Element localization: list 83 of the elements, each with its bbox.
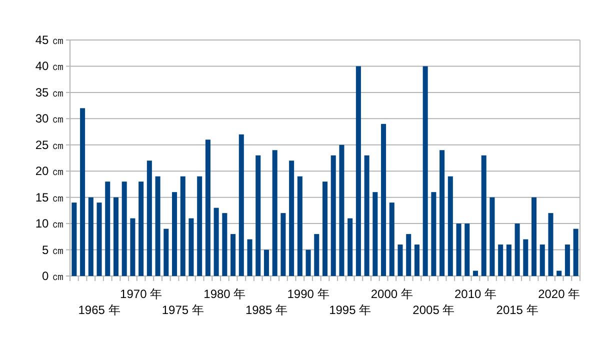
bar: [122, 182, 127, 276]
bar: [464, 224, 470, 276]
bar: [372, 192, 378, 276]
bar: [105, 182, 110, 276]
bar: [440, 150, 445, 276]
bar: [113, 197, 118, 276]
x-tick-label: 1965 年: [78, 303, 120, 317]
bar: [398, 244, 403, 276]
bar: [364, 155, 370, 276]
bar: [172, 192, 178, 276]
bar: [532, 197, 537, 276]
x-tick-label: 2020 年: [538, 287, 580, 301]
bar: [72, 202, 77, 276]
x-tick-label: 1980 年: [204, 287, 246, 301]
bar: [230, 234, 236, 276]
y-tick-label: 25 ㎝: [35, 138, 64, 152]
bar: [138, 182, 144, 276]
bar: [481, 155, 486, 276]
y-tick-label: 15 ㎝: [35, 190, 64, 204]
x-tick-label: 1975 年: [162, 303, 204, 317]
bar: [406, 234, 412, 276]
bar: [180, 176, 186, 276]
bar: [272, 150, 278, 276]
bar: [264, 250, 269, 276]
bar: [448, 176, 453, 276]
bar: [289, 160, 294, 276]
bar: [197, 176, 202, 276]
bar: [556, 270, 562, 276]
bar: [348, 218, 353, 276]
bar: [422, 66, 428, 276]
bar: [155, 176, 160, 276]
bar: [414, 244, 420, 276]
bar: [564, 244, 570, 276]
bar: [247, 239, 252, 276]
bar: [339, 144, 344, 276]
x-tick-label: 1985 年: [245, 303, 288, 317]
bar: [381, 124, 386, 276]
bar: [322, 182, 328, 276]
y-tick-label: 40 ㎝: [35, 59, 64, 74]
x-tick-label: 1995 年: [329, 303, 372, 317]
bar: [389, 202, 394, 276]
y-tick-label: 20 ㎝: [35, 164, 64, 178]
bar: [548, 213, 554, 276]
y-tick-label: 0 ㎝: [42, 269, 64, 283]
bar: [88, 197, 94, 276]
x-tick-label: 2005 年: [412, 303, 455, 317]
bar: [238, 134, 244, 276]
x-tick-label: 2000 年: [370, 287, 413, 301]
bar: [490, 197, 495, 276]
bar: [130, 218, 136, 276]
bar: [514, 224, 520, 276]
bar: [431, 192, 436, 276]
bar: [472, 270, 478, 276]
bar: [205, 140, 210, 276]
bar: [96, 202, 102, 276]
bar: [330, 155, 336, 276]
bar: [256, 155, 261, 276]
y-tick-label: 5 ㎝: [42, 242, 64, 257]
bar: [146, 160, 152, 276]
bar: [280, 213, 286, 276]
y-tick-label: 30 ㎝: [35, 112, 64, 126]
y-tick-label: 10 ㎝: [35, 216, 64, 231]
bar: [523, 239, 528, 276]
bar: [222, 213, 228, 276]
y-tick-label: 45 ㎝: [35, 33, 64, 47]
x-tick-label: 1990 年: [287, 287, 330, 301]
bar: [314, 234, 320, 276]
bar: [80, 108, 86, 276]
bar: [214, 208, 219, 276]
bar: [506, 244, 512, 276]
x-tick-label: 2015 年: [496, 303, 538, 317]
bar: [297, 176, 302, 276]
bar: [573, 228, 578, 276]
bar: [540, 244, 545, 276]
bar: [188, 218, 194, 276]
bar: [306, 250, 311, 276]
bar: [498, 244, 504, 276]
x-tick-label: 1970 年: [120, 287, 162, 301]
y-tick-label: 35 ㎝: [35, 85, 64, 100]
bar: [164, 228, 169, 276]
bar: [456, 224, 462, 276]
bar: [356, 66, 361, 276]
x-tick-label: 2010 年: [454, 287, 497, 301]
